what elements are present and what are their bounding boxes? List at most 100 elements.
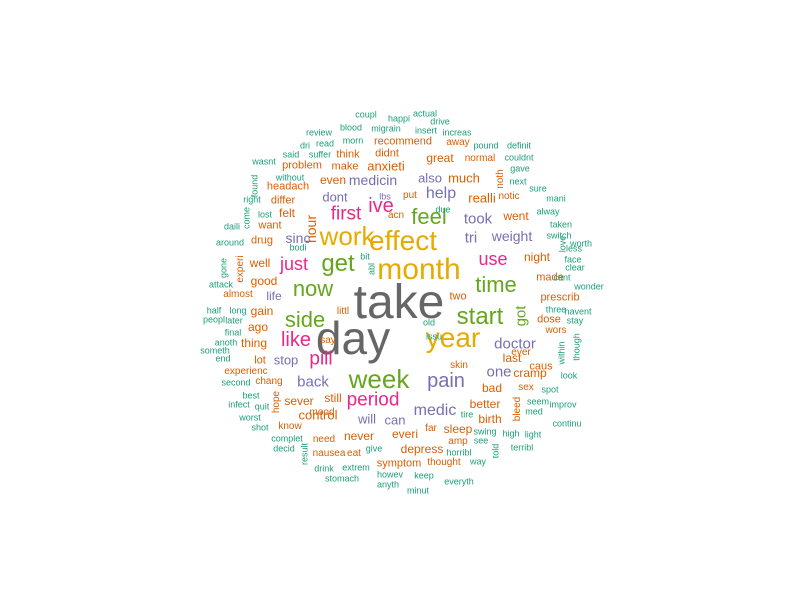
word-experi: experi [235, 255, 246, 283]
word-clear: clear [565, 262, 585, 273]
word-anyth: anyth [376, 479, 400, 490]
word-think: think [336, 148, 360, 161]
word-havent: havent [564, 306, 592, 317]
word-love: love [557, 235, 568, 253]
word-much: much [448, 170, 480, 186]
word-worth: worth [569, 238, 593, 249]
word-gone: gone [218, 257, 229, 279]
word-old: old [422, 317, 436, 328]
word-infect: infect [228, 399, 250, 410]
word-month: month [377, 253, 461, 286]
word-daili: daili [223, 221, 241, 232]
word-tire: tire [460, 409, 474, 420]
word-make: make [331, 160, 359, 173]
word-sex: sex [518, 382, 534, 393]
word-drug: drug [250, 234, 274, 247]
word-peopl: peopl [202, 314, 226, 325]
word-extrem: extrem [342, 462, 370, 473]
word-chang: chang [255, 376, 283, 387]
word-medicin: medicin [348, 172, 398, 188]
word-need: need [312, 434, 336, 445]
word-within: within [556, 341, 567, 365]
word-anxieti: anxieti [367, 158, 405, 174]
word-headach: headach [266, 180, 310, 193]
word-abl: abl [366, 262, 377, 276]
word-switch: switch [546, 230, 572, 241]
word-normal: normal [464, 153, 496, 164]
word-drive: drive [430, 116, 450, 127]
word-well: well [249, 256, 271, 270]
word-give: give [365, 443, 383, 454]
word-away: away [446, 137, 470, 148]
word-tri: tri [464, 229, 478, 247]
word-bleed: bleed [512, 396, 523, 422]
word-use: use [478, 249, 508, 269]
word-last: last [502, 351, 522, 365]
word-ever: ever [511, 347, 531, 358]
word-work: work [319, 221, 375, 251]
word-increas: increas [442, 127, 472, 138]
word-light: light [524, 429, 542, 440]
word-nausea: nausea [312, 448, 346, 459]
word-didnt: didnt [375, 147, 399, 160]
word-quit: quit [254, 401, 270, 412]
word-thought: thought [427, 457, 461, 468]
word-terribl: terribl [510, 442, 534, 453]
word-acn: acn [387, 210, 405, 221]
word-experienc: experienc [224, 366, 268, 377]
word-best: best [242, 390, 260, 401]
word-review: review [305, 127, 333, 138]
word-side: side [284, 307, 326, 332]
word-lot: lot [254, 354, 266, 367]
word-realli: realli [468, 190, 496, 206]
word-horribl: horribl [446, 447, 472, 458]
word-made: made [536, 271, 564, 284]
word-read: read [315, 138, 335, 149]
word-back: back [297, 373, 329, 391]
word-happi: happi [387, 113, 411, 124]
word-say: say [320, 335, 336, 346]
word-told: told [490, 443, 501, 459]
word-sure: sure [529, 183, 547, 194]
word-depress: depress [400, 442, 444, 456]
word-week: week [348, 364, 410, 394]
word-ago: ago [247, 320, 269, 334]
word-felt: felt [278, 206, 296, 220]
word-someth: someth [200, 345, 230, 356]
word-just: just [279, 254, 309, 274]
word-dose: dose [537, 313, 561, 326]
word-bit: bit [360, 251, 370, 262]
word-get: get [321, 250, 355, 277]
word-couldnt: couldnt [504, 152, 534, 163]
word-noth: noth [495, 169, 506, 189]
word-decid: decid [273, 443, 295, 454]
word-great: great [426, 151, 454, 165]
word-due: due [435, 204, 451, 215]
word-high: high [502, 428, 520, 439]
word-can: can [384, 412, 406, 428]
word-got: got [512, 305, 530, 327]
word-even: even [319, 173, 347, 187]
word-skin: skin [450, 360, 468, 371]
word-minut: minut [406, 485, 430, 496]
word-cant: cant [553, 272, 571, 283]
word-weight: weight [491, 228, 533, 244]
word-cramp: cramp [513, 366, 547, 380]
word-right: right [243, 194, 261, 205]
word-problem: problem [282, 159, 322, 172]
word-sever: sever [284, 394, 314, 408]
word-doctor: doctor [494, 335, 536, 353]
word-far: far [425, 423, 437, 434]
word-result: result [299, 442, 310, 466]
word-like: like [280, 329, 312, 351]
word-howev: howev [376, 469, 404, 480]
word-dri: dri [299, 140, 311, 151]
word-now: now [292, 276, 334, 301]
word-also: also [418, 170, 442, 186]
word-put: put [403, 190, 417, 201]
word-improv: improv [549, 399, 577, 410]
word-night: night [523, 250, 551, 264]
word-everyth: everyth [444, 476, 474, 487]
word-gave: gave [510, 163, 530, 174]
